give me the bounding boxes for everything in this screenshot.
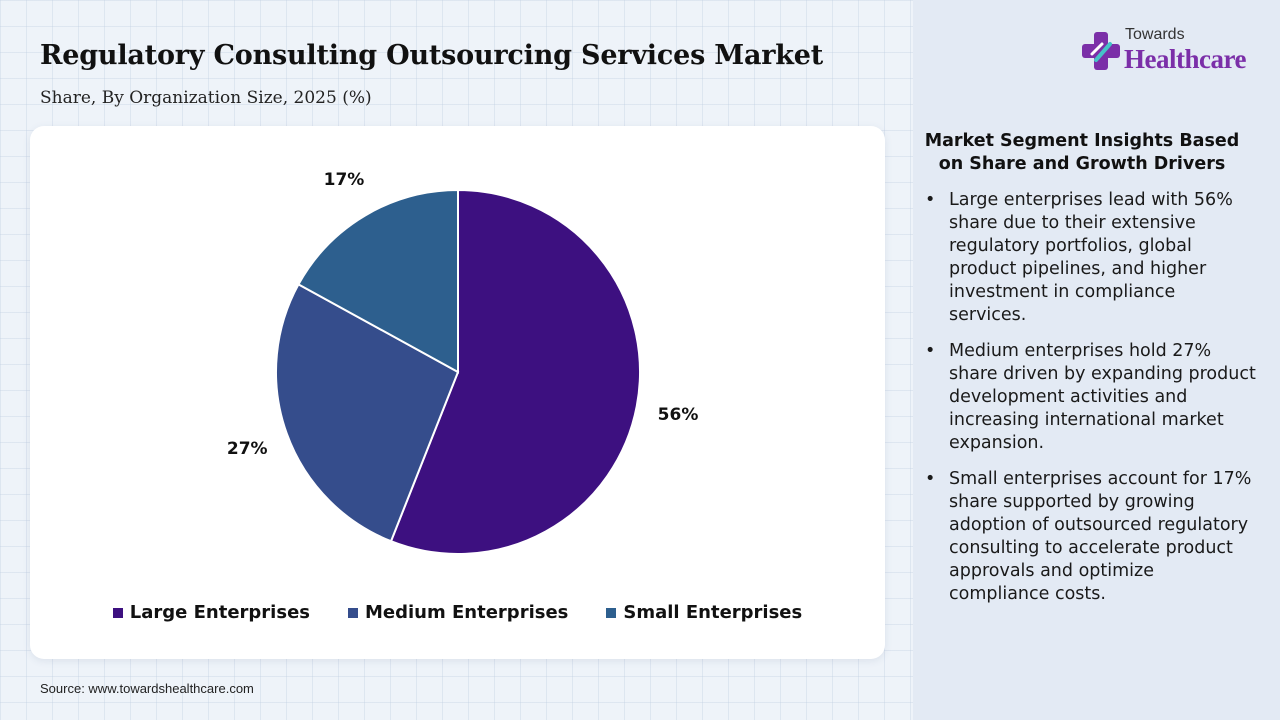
pie-slice-small: [297, 188, 459, 374]
insights-list: Large enterprises lead with 56% share du…: [922, 189, 1257, 619]
chart-title: Regulatory Consulting Outsourcing Servic…: [40, 40, 824, 71]
legend-swatch-medium: [348, 607, 358, 618]
legend-label-medium: Medium Enterprises: [365, 602, 569, 623]
logo-towards-text: Towards: [1125, 26, 1185, 43]
pie-label-large: 56%: [658, 405, 699, 425]
insights-title: Market Segment Insights Based on Share a…: [924, 131, 1240, 174]
legend-item-small: Small Enterprises: [606, 602, 802, 623]
source-note: Source: www.towardshealthcare.com: [40, 681, 254, 696]
chart-subtitle: Share, By Organization Size, 2025 (%): [40, 88, 372, 108]
pie-slice-medium: [275, 282, 460, 543]
pie-slice-large: [389, 188, 641, 555]
pie-label-medium: 27%: [227, 439, 268, 459]
brand-logo: Towards Healthcare: [1080, 24, 1270, 84]
insight-item-medium: Medium enterprises hold 27% share driven…: [922, 340, 1257, 455]
pie-label-small: 17%: [324, 170, 365, 190]
legend-swatch-large: [112, 607, 123, 618]
logo-healthcare-text: Healthcare: [1124, 44, 1246, 74]
legend-swatch-small: [606, 607, 617, 618]
legend-label-small: Small Enterprises: [623, 602, 803, 623]
insight-item-large: Large enterprises lead with 56% share du…: [922, 189, 1257, 327]
medical-cross-icon: [1082, 32, 1120, 70]
pie-chart: 56% 27% 17%: [227, 170, 699, 555]
insight-item-small: Small enterprises account for 17% share …: [922, 468, 1257, 606]
legend-label-large: Large Enterprises: [129, 602, 310, 623]
chart-legend: Large Enterprises Medium Enterprises Sma…: [30, 602, 885, 623]
legend-item-large: Large Enterprises: [112, 602, 310, 623]
chart-card: 56% 27% 17% Large Enterprises Medium Enter…: [30, 126, 885, 659]
legend-item-medium: Medium Enterprises: [348, 602, 568, 623]
